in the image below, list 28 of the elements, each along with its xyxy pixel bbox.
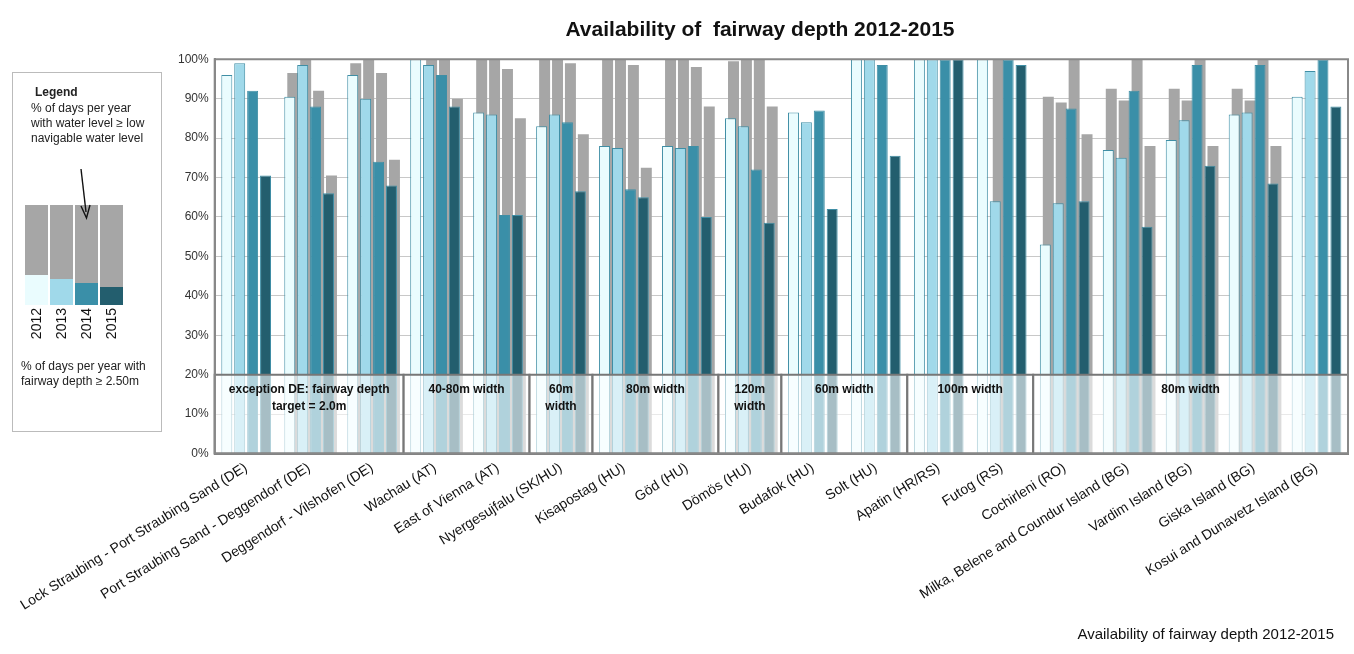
- y-tick-label: 10%: [184, 406, 210, 421]
- y-tick-label: 40%: [184, 288, 210, 303]
- band-label: 80m width: [1161, 381, 1220, 396]
- text: Availability of fairway depth 2012-2015: [1077, 625, 1334, 642]
- text: % of days per year with water level ≥ low navigable water level: [31, 101, 146, 146]
- band-label: 60m width: [544, 381, 577, 413]
- legend-title: Legend: [35, 85, 79, 99]
- y-tick-label: 0%: [191, 445, 210, 460]
- band-label: 100m width: [937, 381, 1003, 396]
- band-label: 80m width: [626, 381, 685, 396]
- y-tick-label: 50%: [184, 248, 210, 263]
- band-label: 60m width: [814, 381, 874, 396]
- band-label: exception DE: fairway depth target = 2.0m: [228, 381, 390, 413]
- legend-label: 2013: [52, 307, 70, 339]
- y-tick-label: 90%: [184, 90, 210, 105]
- chart-title: Availability of fairway depth 2012-2015: [565, 17, 955, 41]
- y-tick-label: 80%: [184, 130, 210, 145]
- legend-label: 2015: [102, 307, 120, 339]
- y-tick-label: 70%: [184, 169, 210, 184]
- legend-label: 2014: [77, 307, 95, 339]
- y-tick-label: 100%: [177, 51, 210, 66]
- band-label: 120m width: [733, 381, 766, 413]
- y-tick-label: 20%: [184, 366, 210, 381]
- legend-label: 2012: [27, 307, 45, 339]
- band-label: 40-80m width: [428, 381, 505, 396]
- y-tick-label: 30%: [184, 327, 210, 342]
- text: % of days per year with fairway depth ≥ 2.50m: [21, 359, 147, 389]
- y-tick-label: 60%: [184, 209, 210, 224]
